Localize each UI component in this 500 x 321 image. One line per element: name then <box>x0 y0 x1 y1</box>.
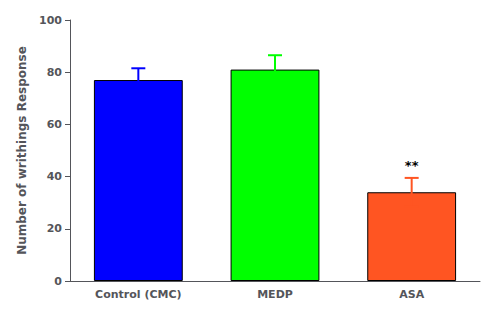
svg-text:0: 0 <box>54 275 62 288</box>
svg-text:MEDP: MEDP <box>257 288 293 301</box>
svg-text:Number of writhings Response: Number of writhings Response <box>15 46 29 255</box>
svg-text:80: 80 <box>47 66 63 79</box>
svg-text:**: ** <box>405 158 419 173</box>
svg-text:100: 100 <box>39 14 62 27</box>
svg-text:Control (CMC): Control (CMC) <box>95 288 181 301</box>
svg-text:60: 60 <box>47 118 63 131</box>
svg-text:40: 40 <box>47 170 63 183</box>
svg-text:20: 20 <box>47 222 63 235</box>
svg-text:ASA: ASA <box>399 288 424 301</box>
